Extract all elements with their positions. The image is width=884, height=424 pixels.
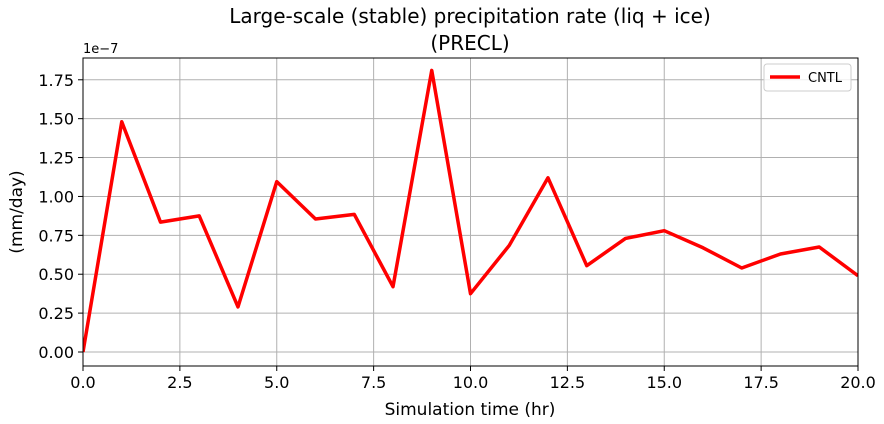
x-tick-label: 10.0 — [453, 373, 489, 392]
y-tick-label: 0.50 — [38, 265, 74, 284]
x-tick-label: 7.5 — [361, 373, 386, 392]
series-line-cntl — [83, 68, 858, 353]
x-tick-label: 12.5 — [550, 373, 586, 392]
x-tick-label: 20.0 — [840, 373, 876, 392]
y-offset-label: 1e−7 — [83, 42, 118, 57]
x-tick-label: 2.5 — [167, 373, 192, 392]
y-tick-label: 1.25 — [38, 149, 74, 168]
y-tick-label: 1.00 — [38, 187, 74, 206]
y-tick-label: 0.00 — [38, 343, 74, 362]
y-tick-label: 1.75 — [38, 71, 74, 90]
x-tick-label: 5.0 — [264, 373, 289, 392]
legend: CNTL — [763, 63, 852, 92]
x-tick-label: 15.0 — [646, 373, 682, 392]
y-tick-label: 0.25 — [38, 304, 74, 323]
chart-title-line1: Large-scale (stable) precipitation rate … — [229, 4, 711, 28]
grid-lines — [82, 58, 859, 366]
legend-label-cntl: CNTL — [808, 71, 843, 86]
legend-box — [763, 63, 852, 92]
chart-title-line2: (PRECL) — [430, 31, 509, 55]
x-tick-label: 0.0 — [70, 373, 95, 392]
y-tick-label: 0.75 — [38, 226, 74, 245]
x-tick-label: 17.5 — [743, 373, 779, 392]
axis-ticks: 0.0 2.5 5.0 7.5 10.0 12.5 15.0 17.5 20.0 0.00 0.25… — [38, 71, 875, 392]
series-layer — [83, 68, 858, 353]
x-axis-label: Simulation time (hr) — [385, 400, 556, 420]
y-tick-label: 1.50 — [38, 110, 74, 129]
y-axis-label: (mm/day) — [7, 170, 27, 253]
